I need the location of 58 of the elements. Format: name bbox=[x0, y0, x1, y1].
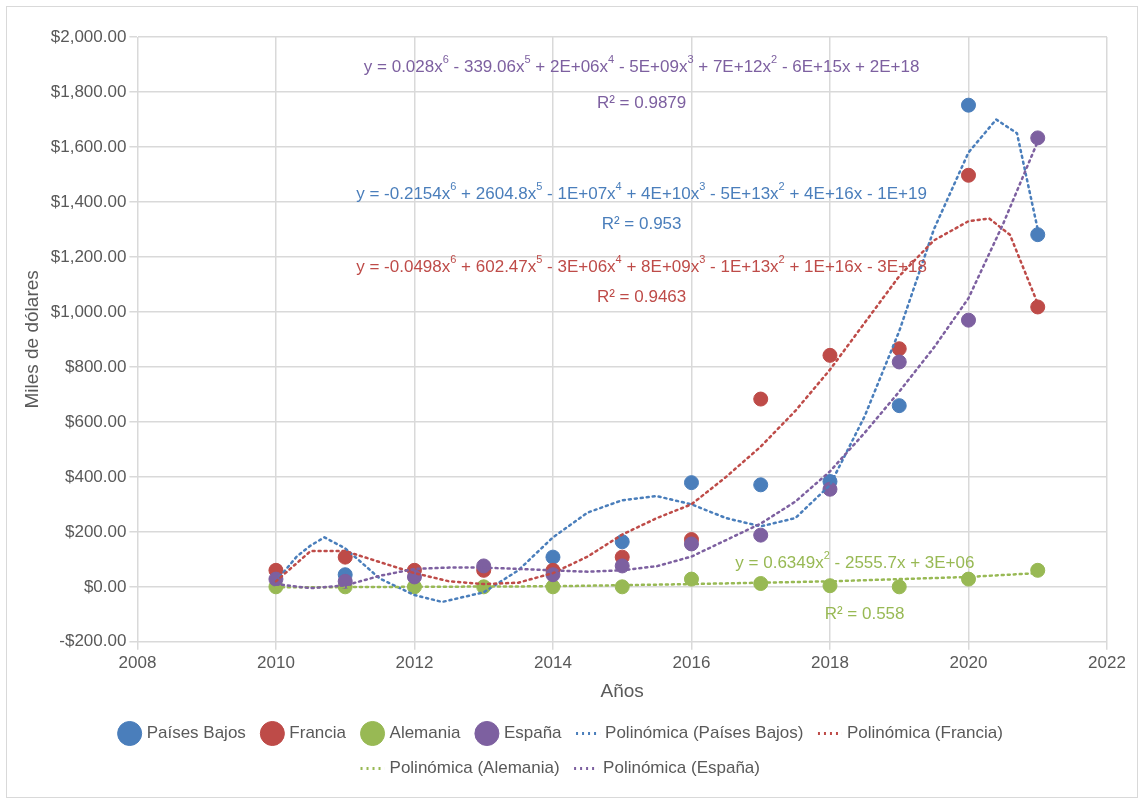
legend-label: Países Bajos bbox=[146, 723, 246, 743]
point bbox=[822, 578, 838, 594]
y-tick-label: $200.00 bbox=[64, 521, 127, 541]
point bbox=[891, 579, 907, 595]
y-tick-label: $1,400.00 bbox=[50, 191, 127, 211]
y-tick-label: $600.00 bbox=[64, 411, 127, 431]
x-tick-label: 2010 bbox=[257, 652, 295, 672]
y-tick-label: $1,200.00 bbox=[50, 246, 127, 266]
y-axis-title: Miles de dólares bbox=[20, 270, 42, 409]
x-tick-label: 2020 bbox=[949, 652, 988, 672]
point bbox=[960, 97, 976, 113]
x-tick-label: 2014 bbox=[534, 652, 572, 672]
legend-label: Alemania bbox=[389, 723, 461, 743]
y-tick-label: $800.00 bbox=[64, 356, 127, 376]
annotation: R² = 0.9463 bbox=[596, 286, 687, 306]
legend-label: Polinómica (España) bbox=[603, 758, 760, 778]
point bbox=[545, 549, 561, 565]
point bbox=[753, 576, 769, 592]
legend-label: Francia bbox=[289, 723, 347, 743]
annotation: R² = 0.9879 bbox=[596, 93, 687, 113]
x-tick-label: 2016 bbox=[672, 652, 711, 672]
legend-label: Polinómica (Francia) bbox=[846, 723, 1003, 743]
point bbox=[614, 579, 630, 595]
y-tick-label: $400.00 bbox=[64, 466, 127, 486]
point bbox=[1030, 299, 1046, 315]
point bbox=[1030, 562, 1046, 578]
point bbox=[1030, 130, 1046, 146]
y-tick-label: $1,800.00 bbox=[50, 81, 127, 101]
point bbox=[891, 354, 907, 370]
x-tick-label: 2012 bbox=[395, 652, 434, 672]
point bbox=[753, 477, 769, 493]
point bbox=[960, 571, 976, 587]
x-tick-label: 2018 bbox=[811, 652, 849, 672]
y-tick-label: $1,000.00 bbox=[50, 301, 127, 321]
point bbox=[822, 347, 838, 363]
point bbox=[753, 391, 769, 407]
point bbox=[960, 167, 976, 183]
point bbox=[891, 398, 907, 414]
point bbox=[753, 527, 769, 543]
legend-label: Polinómica (Alemania) bbox=[389, 758, 560, 778]
annotation: R² = 0.953 bbox=[601, 214, 682, 234]
point bbox=[683, 475, 699, 491]
y-tick-label: $2,000.00 bbox=[50, 26, 127, 46]
x-axis-title: Años bbox=[600, 679, 644, 701]
point bbox=[891, 341, 907, 357]
y-tick-label: -$200.00 bbox=[59, 631, 127, 651]
y-tick-label: $1,600.00 bbox=[50, 136, 127, 156]
x-tick-label: 2022 bbox=[1088, 652, 1126, 672]
x-tick-label: 2008 bbox=[118, 652, 157, 672]
y-tick-label: $0.00 bbox=[83, 576, 127, 596]
legend-label: Polinómica (Países Bajos) bbox=[605, 723, 804, 743]
point bbox=[1030, 227, 1046, 243]
point bbox=[683, 571, 699, 587]
legend-label: España bbox=[503, 723, 563, 743]
annotation: R² = 0.558 bbox=[824, 604, 905, 624]
point bbox=[960, 312, 976, 328]
point bbox=[614, 534, 630, 550]
point bbox=[683, 536, 699, 552]
